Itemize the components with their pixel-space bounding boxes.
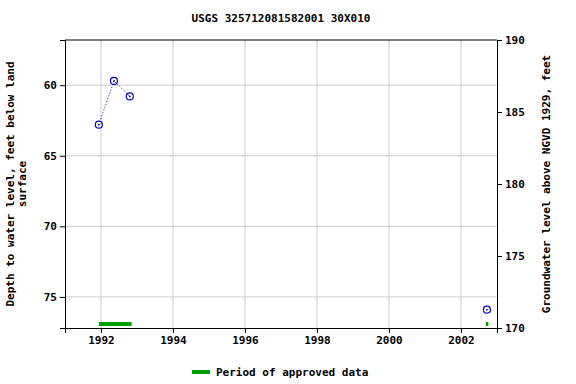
y-axis-tick-label: 75 <box>44 291 57 304</box>
plot-area <box>65 40 497 328</box>
x-axis-tick-label: 1998 <box>304 334 331 347</box>
y2-axis-tick-label: 180 <box>505 178 525 191</box>
series-line <box>99 81 130 125</box>
approved-period <box>99 322 132 326</box>
x-axis-tick-label: 1992 <box>88 334 115 347</box>
marker <box>110 77 117 84</box>
y-axis-tick-mark <box>60 156 65 157</box>
marks <box>95 77 490 326</box>
marker <box>483 306 490 313</box>
y-axis-tick: 75 <box>44 291 65 304</box>
x-axis-tick: 1992 <box>88 328 115 347</box>
y-axis-tick-label: 70 <box>44 220 57 233</box>
x-axis-tick: 1998 <box>304 328 331 347</box>
data-point <box>95 121 102 128</box>
x-axis-tick-mark <box>101 328 102 333</box>
x-axis-tick-label: 2002 <box>448 334 475 347</box>
x-axis-tick-label: 2000 <box>376 334 403 347</box>
y-axis-tick-label: 65 <box>44 150 57 163</box>
marker-center <box>98 124 100 126</box>
x-axis-tick: 1994 <box>160 328 187 347</box>
x-axis-tick-label: 1996 <box>232 334 259 347</box>
y-axis-tick: 70 <box>44 220 65 233</box>
y2-axis-tick: 180 <box>497 178 525 191</box>
legend-swatch <box>192 370 210 374</box>
y-axis-tick-mark <box>60 226 65 227</box>
y2-axis: 170 175 180 185 190 <box>497 34 525 335</box>
grid-line-x <box>173 40 174 328</box>
x-axis-tick: 2002 <box>448 328 475 347</box>
y2-axis-tick-mark <box>497 112 502 113</box>
x-axis-tick-mark <box>317 328 318 333</box>
y2-axis-tick: 185 <box>497 106 525 119</box>
y2-axis-tick-mark <box>497 40 502 41</box>
y-axis-line <box>60 41 66 329</box>
y-axis-tick-mark <box>60 297 65 298</box>
y-axis: 60 65 70 75 <box>44 41 66 329</box>
x-axis-tick: 1996 <box>232 328 259 347</box>
x-axis-tick-mark <box>173 328 174 333</box>
grid-line-x <box>461 40 462 328</box>
y2-axis-tick-mark <box>497 256 502 257</box>
y-axis-tick: 60 <box>44 79 65 92</box>
grid-line-y <box>65 155 497 156</box>
legend: Period of approved data <box>192 366 368 379</box>
y2-axis-tick-label: 190 <box>505 34 525 47</box>
y-axis-title: surface <box>16 160 29 207</box>
grid-line-y <box>65 296 497 297</box>
approved-period <box>486 322 489 326</box>
y2-axis-tick: 175 <box>497 250 525 263</box>
y2-axis-tick: 190 <box>497 34 525 47</box>
chart: 1992 1994 1996 1998 2000 2002 60 65 70 75 170 175 18… <box>0 0 576 384</box>
grid-line-x <box>317 40 318 328</box>
y2-axis-tick-mark <box>497 184 502 185</box>
grid-line-y <box>65 226 497 227</box>
marker-center <box>113 80 115 82</box>
y2-axis-tick: 170 <box>497 322 525 335</box>
x-axis: 1992 1994 1996 1998 2000 2002 <box>66 328 498 347</box>
x-axis-tick: 2000 <box>376 328 403 347</box>
y-axis-tick-label: 60 <box>44 79 57 92</box>
plot-frame <box>65 40 497 41</box>
x-axis-line <box>66 329 498 334</box>
marker <box>126 93 133 100</box>
y2-axis-tick-mark <box>497 328 502 329</box>
y2-axis-line <box>498 41 503 329</box>
marker-center <box>129 96 131 98</box>
grid-line-y <box>65 85 497 86</box>
y2-axis-title: Groundwater level above NGVD 1929, feet <box>540 55 553 313</box>
x-axis-tick-label: 1994 <box>160 334 187 347</box>
x-axis-tick-mark <box>245 328 246 333</box>
title: USGS 325712081582001 30X010 <box>192 12 371 25</box>
y2-axis-tick-label: 185 <box>505 106 525 119</box>
y-axis-tick-mark <box>60 85 65 86</box>
x-axis-tick-mark <box>461 328 462 333</box>
y-axis-tick: 65 <box>44 150 65 163</box>
data-point <box>483 306 490 313</box>
y2-axis-tick-label: 170 <box>505 322 525 335</box>
marker <box>95 121 102 128</box>
data-point <box>126 93 133 100</box>
grid <box>65 40 497 328</box>
marker-center <box>486 309 488 311</box>
legend-label: Period of approved data <box>216 366 368 379</box>
grid-line-x <box>389 40 390 328</box>
data-point <box>110 77 117 84</box>
grid-line-x <box>101 40 102 328</box>
grid-line-x <box>245 40 246 328</box>
y2-axis-tick-label: 175 <box>505 250 525 263</box>
x-axis-tick-mark <box>389 328 390 333</box>
